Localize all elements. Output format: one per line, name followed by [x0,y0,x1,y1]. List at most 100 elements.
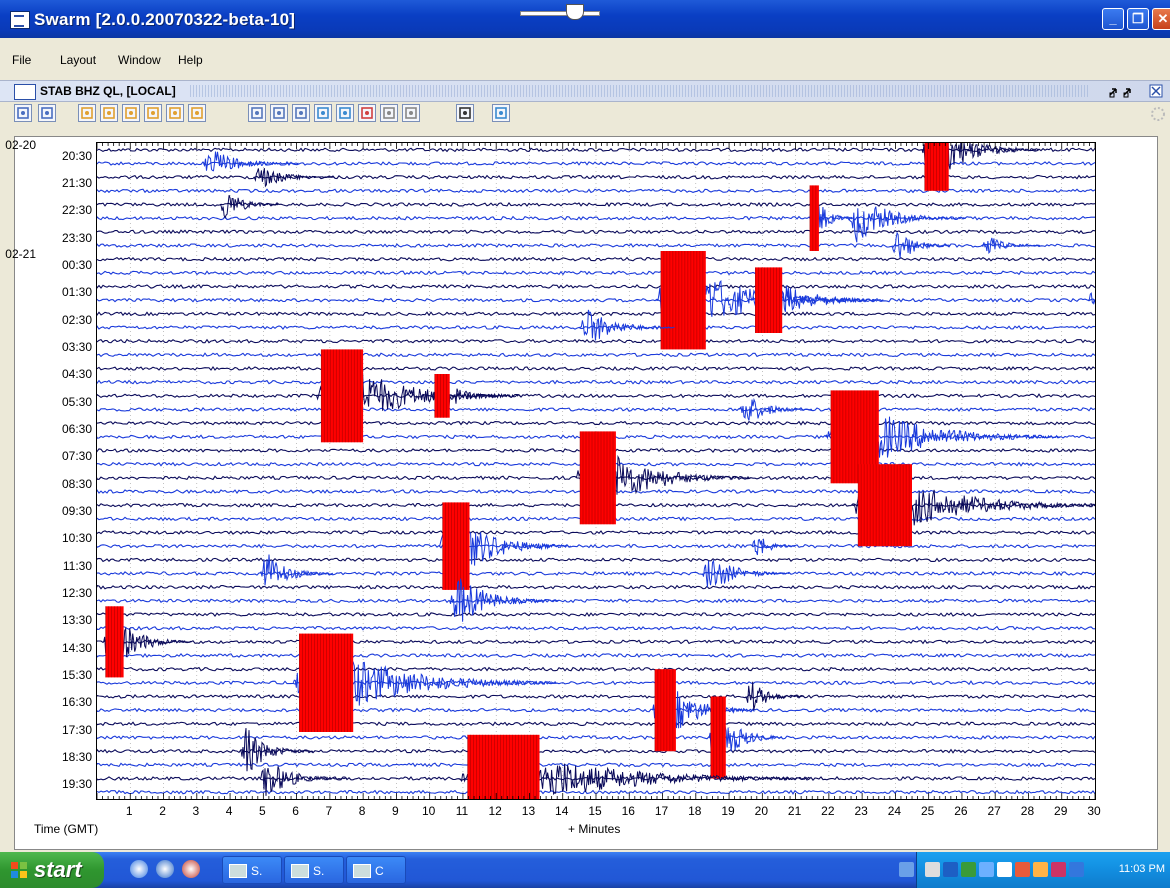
back-left-icon [81,107,93,119]
update-tray-icon[interactable] [1033,862,1048,877]
camera-button[interactable] [456,104,474,122]
maximize-frame-icon[interactable] [1123,88,1131,98]
paste-button[interactable] [380,104,398,122]
back-left-button[interactable] [78,104,96,122]
seismic-event [751,538,796,556]
shrink-button[interactable] [166,104,184,122]
trace-line [97,680,1095,686]
zoom-out-icon [273,107,285,119]
antivirus-tray-icon[interactable] [1051,862,1066,877]
window-titlebar[interactable]: Swarm [2.0.0.20070322-beta-10] _ ❐ ✕ [0,0,1170,38]
seismic-event [848,206,966,243]
swarm-app-icon[interactable] [10,11,30,29]
monitor-tray-icon[interactable] [1069,862,1084,877]
event-waveform [848,206,966,243]
seismic-event [459,734,811,799]
seismic-event [103,606,192,678]
y-tick-label: 11:30 [62,558,92,573]
help-tray-icon[interactable] [925,862,940,877]
trace-line [97,598,1095,604]
clipboard-button[interactable] [38,104,56,122]
undock-icon[interactable] [1109,88,1117,98]
y-tick-label: 07:30 [61,449,92,464]
station-title: STAB BHZ QL, [LOCAL] [40,84,176,98]
sync-button[interactable] [492,104,510,122]
grow-button[interactable] [188,104,206,122]
seismic-event [745,681,804,711]
event-waveform [702,559,790,588]
x-tick-label: 15 [588,804,602,818]
volume-tray-icon[interactable] [997,862,1012,877]
task-console[interactable]: C [346,856,406,884]
trace-line [97,379,1095,385]
trace-line [97,762,1095,768]
trace-line [97,256,1095,262]
menu-file[interactable]: File [12,53,32,67]
date-label: 02-20 [5,138,36,152]
event-waveform [745,681,804,711]
event-waveform [1088,292,1095,305]
start-button[interactable]: start [0,852,104,888]
busy-spinner-icon [1151,107,1165,121]
task-swarm-2[interactable]: S. [284,856,344,884]
table-icon [295,107,307,119]
y-axis-title: Time (GMT) [34,822,99,836]
event-waveform [751,538,796,556]
y-tick-label: 09:30 [61,504,92,518]
x-tick-label: 12 [488,804,502,818]
table-button[interactable] [292,104,310,122]
compress-button[interactable] [122,104,140,122]
browser-icon[interactable] [156,860,174,878]
expand-button[interactable] [144,104,162,122]
clock: 11:03 PM [1118,863,1165,875]
event-waveform [738,397,813,421]
menu-bar: File Layout Window Help [0,49,1170,71]
y-tick-label: 15:30 [61,668,92,682]
back-tray-icon[interactable] [943,862,958,877]
seismic-event [751,267,884,333]
tray-expand-icon[interactable] [899,862,914,877]
clipboard-icon [41,107,53,119]
minimize-button[interactable]: _ [1102,8,1124,30]
menu-help[interactable]: Help [178,53,203,67]
task-swarm-1[interactable]: S. [222,856,282,884]
remove-button[interactable] [402,104,420,122]
trace-line [97,229,1095,235]
media-icon[interactable] [182,860,200,878]
security-tray-icon[interactable] [1015,862,1030,877]
forward-right-button[interactable] [100,104,118,122]
forward-right-icon [103,107,115,119]
helicorder-frame-title[interactable]: STAB BHZ QL, [LOCAL] [0,80,1170,102]
close-frame-icon[interactable] [1149,84,1163,98]
zoom-out-button[interactable] [270,104,288,122]
y-tick-label: 22:30 [61,203,92,218]
taskbar: start S. S. C 11:03 PM [0,852,1170,888]
y-tick-label: 23:30 [61,230,92,245]
zoom-slider-thumb[interactable] [566,4,584,20]
seismic-event [579,309,675,341]
spectra-button[interactable] [336,104,354,122]
event-waveform [449,578,559,622]
x-tick-label: 4 [225,804,233,818]
menu-window[interactable]: Window [118,53,161,67]
helicorder-plot[interactable] [96,142,1096,800]
spectrogram-button[interactable] [358,104,376,122]
vc-tray-icon[interactable] [961,862,976,877]
maximize-button[interactable]: ❐ [1127,8,1149,30]
y-tick-label: 19:30 [61,777,92,792]
title-hatch [190,85,1090,97]
maximize-icon: ❐ [1132,11,1144,26]
trace-line [97,707,1095,713]
ie-icon[interactable] [130,860,148,878]
trace-line [97,625,1095,631]
zoom-slider-track[interactable] [520,11,600,16]
settings-button[interactable] [14,104,32,122]
close-button[interactable]: ✕ [1152,8,1170,30]
sync-icon [495,107,507,119]
waveform-button[interactable] [314,104,332,122]
zoom-in-button[interactable] [248,104,266,122]
trace-line [97,393,1095,399]
trace-line [97,530,1095,535]
network-tray-icon[interactable] [979,862,994,877]
menu-layout[interactable]: Layout [60,53,97,67]
